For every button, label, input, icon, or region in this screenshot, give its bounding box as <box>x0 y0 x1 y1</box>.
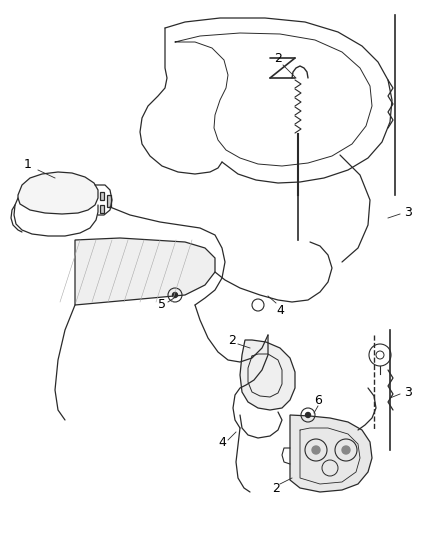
Polygon shape <box>100 205 104 213</box>
Polygon shape <box>75 238 215 305</box>
Text: 2: 2 <box>274 52 282 64</box>
Circle shape <box>305 413 311 417</box>
Text: 4: 4 <box>218 435 226 448</box>
Text: 1: 1 <box>24 158 32 172</box>
Circle shape <box>342 446 350 454</box>
Circle shape <box>173 293 177 297</box>
Circle shape <box>312 446 320 454</box>
Text: 2: 2 <box>272 481 280 495</box>
Text: 3: 3 <box>404 385 412 399</box>
Text: 3: 3 <box>404 206 412 219</box>
Polygon shape <box>107 195 111 207</box>
Polygon shape <box>100 192 104 200</box>
Polygon shape <box>290 415 372 492</box>
Text: 6: 6 <box>314 393 322 407</box>
Text: 4: 4 <box>276 303 284 317</box>
Polygon shape <box>240 340 295 410</box>
Polygon shape <box>18 172 98 214</box>
Text: 5: 5 <box>158 298 166 311</box>
Text: 2: 2 <box>228 334 236 346</box>
